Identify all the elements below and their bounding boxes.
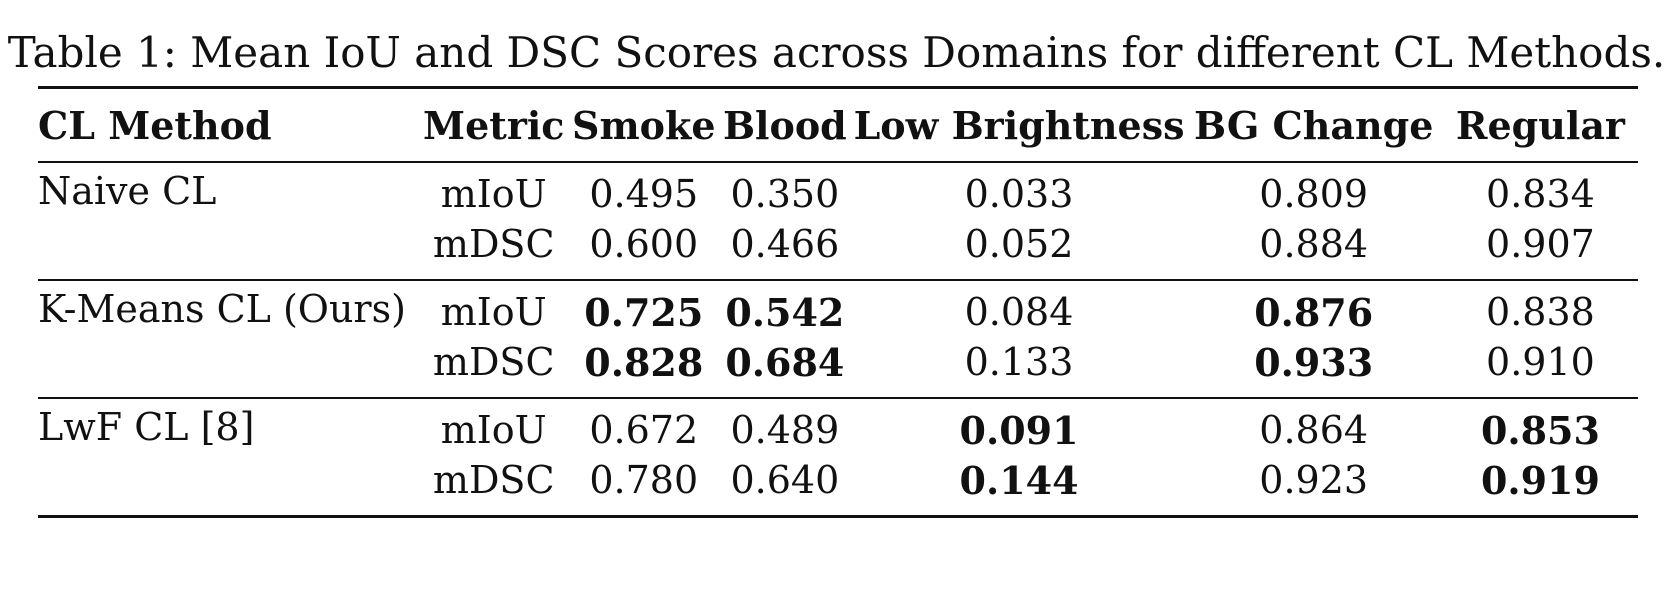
value-cell-best: 0.091 [959,407,1079,453]
header-regular: Regular [1455,102,1625,148]
results-table: CL Method Metric Smoke Blood Low Brightn… [38,86,1638,518]
value-cell-best: 0.919 [1480,457,1600,503]
value-cell-best: 0.933 [1254,339,1374,385]
header-cl-method: CL Method [38,102,272,148]
value-cell-best: 0.876 [1254,289,1374,335]
value-cell: 0.834 [1486,172,1595,216]
value-cell: 0.350 [730,172,840,216]
method-cell: K-Means CL (Ours) [38,287,406,331]
method-cell: Naive CL [38,169,217,213]
metric-cell: mDSC [432,222,555,266]
value-cell: 0.033 [964,172,1074,216]
value-cell: 0.466 [730,222,840,266]
table-caption: Table 1: Mean IoU and DSC Scores across … [7,28,1666,77]
value-cell: 0.052 [964,222,1074,266]
value-cell: 0.489 [730,408,840,452]
value-cell-best: 0.828 [584,339,704,385]
value-cell: 0.907 [1486,222,1595,266]
metric-cell: mIoU [440,408,547,452]
group-naive-cl: Naive CL mIoU 0.495 0.350 0.033 0.809 0.… [38,162,1638,280]
value-cell: 0.600 [589,222,699,266]
table-row: Naive CL mIoU 0.495 0.350 0.033 0.809 0.… [38,162,1638,219]
value-cell: 0.640 [730,458,840,502]
header-bg-change: BG Change [1194,102,1434,148]
header-low-brightness: Low Brightness [853,102,1185,148]
value-cell: 0.780 [589,458,699,502]
value-cell: 0.672 [589,408,699,452]
value-cell-best: 0.144 [959,457,1079,503]
value-cell: 0.133 [964,340,1074,384]
method-cell: LwF CL [8] [38,405,255,449]
metric-cell: mDSC [432,340,555,384]
table-row: mDSC 0.780 0.640 0.144 0.923 0.919 [38,455,1638,517]
value-cell: 0.923 [1259,458,1369,502]
header-smoke: Smoke [572,102,716,148]
value-cell-best: 0.542 [725,289,845,335]
value-cell: 0.495 [589,172,699,216]
metric-cell: mDSC [432,458,555,502]
header-metric: Metric [423,102,565,148]
table-row: mDSC 0.828 0.684 0.133 0.933 0.910 [38,337,1638,398]
value-cell-best: 0.853 [1480,407,1600,453]
value-cell-best: 0.725 [584,289,704,335]
value-cell: 0.910 [1486,340,1595,384]
value-cell-best: 0.684 [725,339,845,385]
header-blood: Blood [722,102,847,148]
table-row: K-Means CL (Ours) mIoU 0.725 0.542 0.084… [38,280,1638,337]
table-row: LwF CL [8] mIoU 0.672 0.489 0.091 0.864 … [38,398,1638,455]
value-cell: 0.084 [964,290,1074,334]
metric-cell: mIoU [440,172,547,216]
metric-cell: mIoU [440,290,547,334]
value-cell: 0.838 [1486,290,1595,334]
group-kmeans-cl: K-Means CL (Ours) mIoU 0.725 0.542 0.084… [38,280,1638,398]
value-cell: 0.809 [1259,172,1369,216]
group-lwf-cl: LwF CL [8] mIoU 0.672 0.489 0.091 0.864 … [38,398,1638,517]
table-row: mDSC 0.600 0.466 0.052 0.884 0.907 [38,219,1638,280]
value-cell: 0.864 [1259,408,1369,452]
header-row: CL Method Metric Smoke Blood Low Brightn… [38,87,1638,162]
value-cell: 0.884 [1259,222,1369,266]
